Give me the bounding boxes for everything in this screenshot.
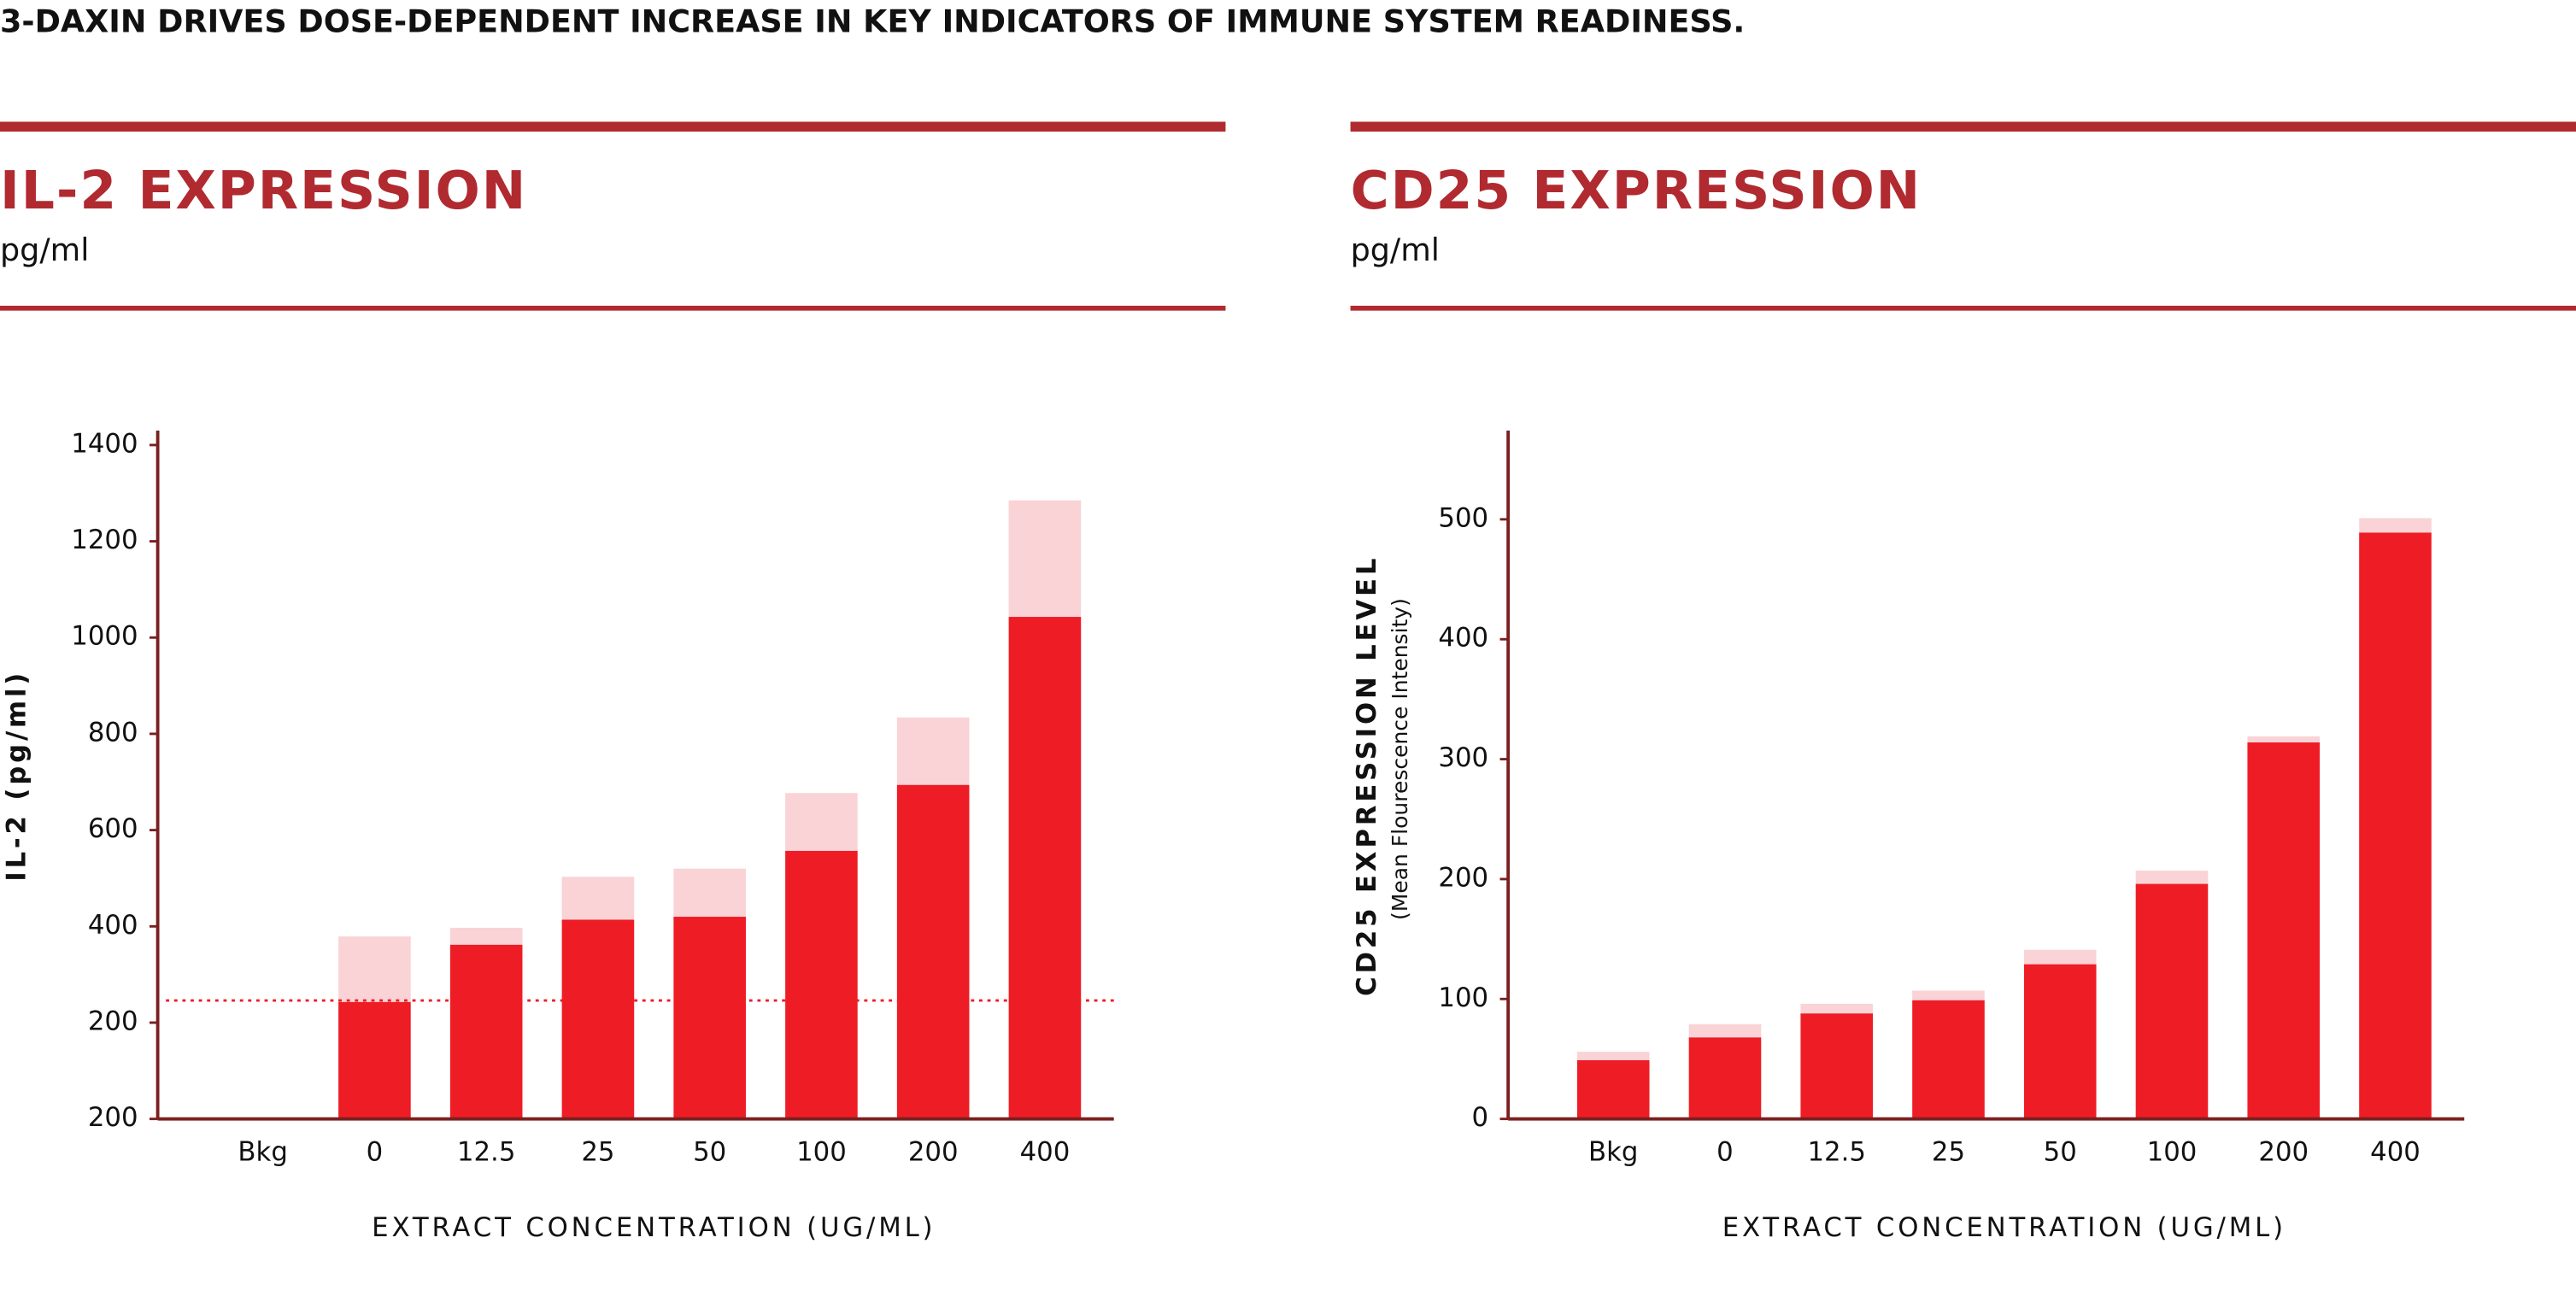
x-tick-label: 400 xyxy=(1020,1137,1071,1168)
x-tick-label: 100 xyxy=(2147,1137,2198,1168)
bar-segment xyxy=(1912,1000,1985,1119)
bar-segment xyxy=(1912,990,1985,1000)
rule xyxy=(0,121,1226,132)
bar-segment xyxy=(785,793,858,851)
bar-segment xyxy=(1576,1059,1650,1119)
bar-segment xyxy=(338,936,411,1002)
y-axis-label: IL-2 (pg/ml) xyxy=(2,670,32,882)
bar-segment xyxy=(1576,1052,1650,1060)
y-tick-label: 1000 xyxy=(71,621,138,652)
bar-segment xyxy=(2247,736,2321,742)
bar-segment xyxy=(785,850,858,1119)
bar-segment xyxy=(1800,1003,1874,1014)
y-tick-label: 500 xyxy=(1438,502,1488,533)
y-axis-sublabel: (Mean Flourescence Intensity) xyxy=(1388,598,1412,920)
bar-segment xyxy=(1008,617,1082,1119)
x-tick-label: 200 xyxy=(2258,1137,2309,1168)
bar-segment xyxy=(2135,871,2209,884)
y-tick-label: 0 xyxy=(1472,1102,1489,1133)
y-tick-label: 800 xyxy=(88,717,138,748)
x-tick-label: 12.5 xyxy=(1807,1137,1865,1168)
y-tick-label: 400 xyxy=(1438,623,1488,654)
y-tick-label: 300 xyxy=(1438,742,1488,773)
bar-segment xyxy=(338,1001,411,1119)
y-tick-label: 1400 xyxy=(71,428,138,459)
panel-subtitle: pg/ml xyxy=(0,232,89,268)
rule xyxy=(0,305,1226,311)
x-tick-label: 50 xyxy=(2044,1137,2077,1168)
panel-title: IL-2 EXPRESSION xyxy=(0,160,527,221)
x-tick-label: 100 xyxy=(796,1137,847,1168)
page-title: 3-DAXIN DRIVES DOSE-DEPENDENT INCREASE I… xyxy=(0,3,1745,40)
bar-segment xyxy=(449,927,523,945)
bar-segment xyxy=(1800,1013,1874,1119)
y-tick-label: 200 xyxy=(1438,862,1488,893)
bar-segment xyxy=(561,877,635,920)
y-tick-label: 400 xyxy=(88,910,138,941)
bar-segment xyxy=(2359,518,2432,533)
bar-segment xyxy=(561,919,635,1119)
bar-segment xyxy=(2023,964,2097,1119)
x-tick-label: 400 xyxy=(2370,1137,2421,1168)
panel-title: CD25 EXPRESSION xyxy=(1351,160,1922,221)
bar-segment xyxy=(1008,500,1082,618)
bar-segment xyxy=(2359,532,2432,1119)
bar-segment xyxy=(2023,949,2097,965)
bar-segment xyxy=(449,944,523,1119)
y-tick-label: 1200 xyxy=(71,525,138,555)
bar-segment xyxy=(673,868,746,918)
bar-segment xyxy=(1688,1024,1762,1038)
y-axis-label: CD25 EXPRESSION LEVEL xyxy=(1352,555,1382,996)
y-tick-label: 100 xyxy=(1438,982,1488,1013)
x-tick-label: 50 xyxy=(693,1137,726,1168)
bar-segment xyxy=(673,917,746,1119)
bar-segment xyxy=(896,717,970,785)
bar-segment xyxy=(896,784,970,1119)
x-axis-label: EXTRACT CONCENTRATION (UG/ML) xyxy=(372,1212,936,1243)
rule xyxy=(1350,305,2576,311)
panel-subtitle: pg/ml xyxy=(1351,232,1440,268)
x-tick-label: Bkg xyxy=(1588,1137,1638,1168)
y-tick-label: 200 xyxy=(88,1006,138,1036)
x-tick-label: 12.5 xyxy=(457,1137,515,1168)
bar-segment xyxy=(2247,742,2321,1119)
x-tick-label: 25 xyxy=(1932,1137,1965,1168)
x-tick-label: 0 xyxy=(367,1137,384,1168)
y-tick-label: 200 xyxy=(88,1102,138,1133)
x-axis-label: EXTRACT CONCENTRATION (UG/ML) xyxy=(1722,1212,2286,1243)
x-tick-label: 200 xyxy=(908,1137,959,1168)
bar-segment xyxy=(2135,883,2209,1119)
rule xyxy=(1350,121,2576,132)
x-tick-label: Bkg xyxy=(238,1137,287,1168)
x-tick-label: 25 xyxy=(581,1137,614,1168)
x-tick-label: 0 xyxy=(1716,1137,1734,1168)
y-tick-label: 600 xyxy=(88,813,138,844)
bar-segment xyxy=(1688,1037,1762,1119)
